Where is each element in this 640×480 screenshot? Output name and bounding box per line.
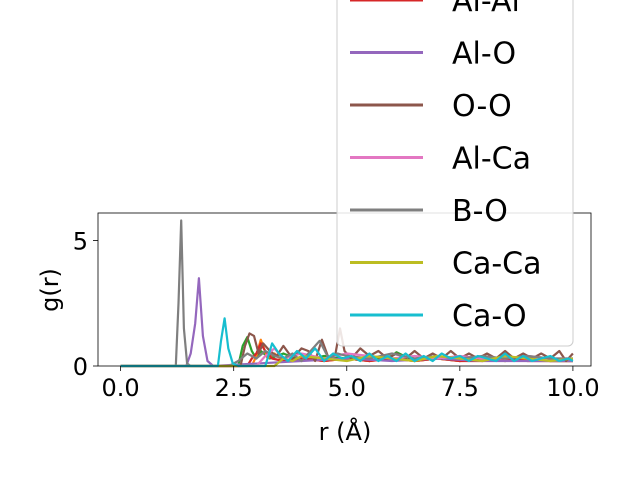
legend-label: Al-Al xyxy=(452,0,520,19)
y-tick-label: 5 xyxy=(73,228,88,256)
legend-label: O-O xyxy=(452,89,512,124)
legend-box xyxy=(336,0,574,347)
x-tick-label: 7.5 xyxy=(441,374,479,402)
legend-label: Ca-O xyxy=(452,299,527,334)
series-layer xyxy=(120,219,574,368)
legend-label: B-O xyxy=(452,194,508,229)
x-tick-label: 5.0 xyxy=(328,374,366,402)
y-tick-label: 0 xyxy=(73,353,88,381)
y-axis-label: g(r) xyxy=(36,268,64,312)
legend-label: Ca-Ca xyxy=(452,247,542,282)
x-tick-label: 10.0 xyxy=(546,374,599,402)
x-tick-label: 2.5 xyxy=(215,374,253,402)
x-tick-label: 0.0 xyxy=(102,374,140,402)
x-axis: 0.0 2.5 5.0 7.5 10.0 xyxy=(102,366,600,402)
x-axis-label: r (Å) xyxy=(319,417,372,446)
legend-label: Al-Ca xyxy=(452,142,531,177)
legend: Al-Al Al-O O-O Al-Ca B-O Ca-Ca Ca-O xyxy=(336,0,574,347)
legend-label: Al-O xyxy=(452,37,516,72)
y-axis: 05 xyxy=(73,228,98,381)
